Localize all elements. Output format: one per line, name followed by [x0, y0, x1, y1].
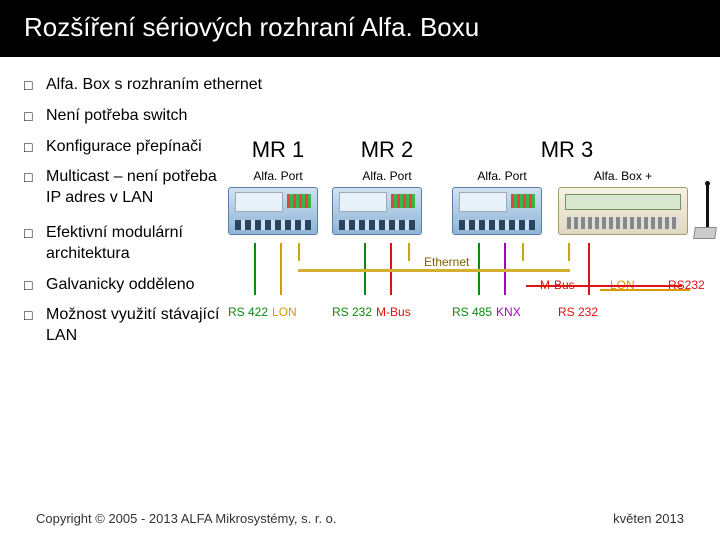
- alfaport-device: [452, 187, 552, 235]
- mr3-label: MR 3: [452, 137, 682, 163]
- proto-label: RS 485: [452, 305, 492, 319]
- bullet-item: Multicast – není potřeba IP adres v LAN: [24, 167, 224, 209]
- alfaport-device: [332, 187, 442, 235]
- device-label: Alfa. Port: [228, 169, 328, 183]
- bullet-list-top: Alfa. Box s rozhraním ethernet Není potř…: [24, 75, 716, 127]
- topology-diagram: MR 1 MR 2 MR 3 Alfa. Port Alfa. Port Alf…: [224, 137, 720, 357]
- device-label: Alfa. Port: [332, 169, 442, 183]
- bus-label-row: M-Bus LON RS232: [228, 277, 720, 295]
- two-column-area: Konfigurace přepínači Multicast – není p…: [24, 137, 716, 357]
- bullet-list-mid: Konfigurace přepínači Multicast – není p…: [24, 137, 224, 209]
- alfaport-icon: [228, 187, 318, 235]
- ethernet-label: Ethernet: [424, 255, 469, 269]
- mbus-line: [526, 285, 682, 287]
- alfaport-device: [228, 187, 328, 235]
- left-column: Konfigurace přepínači Multicast – není p…: [24, 137, 224, 357]
- proto-label: RS 422: [228, 305, 268, 319]
- lon-line: [600, 289, 690, 291]
- mr-header-row: MR 1 MR 2 MR 3: [228, 137, 720, 163]
- proto-label: RS 232: [332, 305, 372, 319]
- proto-label: LON: [272, 305, 297, 319]
- mr1-label: MR 1: [228, 137, 328, 163]
- proto-label: KNX: [496, 305, 521, 319]
- bullet-item: Efektivní modulární architektura: [24, 223, 224, 265]
- alfabox-device: [558, 187, 688, 235]
- proto-label: M-Bus: [376, 305, 411, 319]
- bullet-item: Alfa. Box s rozhraním ethernet: [24, 75, 716, 96]
- mr2-label: MR 2: [332, 137, 442, 163]
- alfaport-icon: [332, 187, 422, 235]
- antenna-icon: [688, 187, 720, 247]
- slide-body: Alfa. Box s rozhraním ethernet Není potř…: [0, 57, 720, 357]
- alfaport-icon: [452, 187, 542, 235]
- device-label-row: Alfa. Port Alfa. Port Alfa. Port Alfa. B…: [228, 169, 720, 183]
- date-text: květen 2013: [613, 511, 684, 526]
- slide-title: Rozšíření sériových rozhraní Alfa. Boxu: [0, 0, 720, 57]
- copyright-text: Copyright © 2005 - 2013 ALFA Mikrosystém…: [36, 511, 337, 526]
- protocol-label-row: RS 422 LON RS 232 M-Bus RS 485 KNX RS 23…: [228, 305, 720, 319]
- alfabox-icon: [558, 187, 688, 235]
- slide-footer: Copyright © 2005 - 2013 ALFA Mikrosystém…: [36, 511, 684, 526]
- bullet-item: Konfigurace přepínači: [24, 137, 224, 158]
- bullet-item: Není potřeba switch: [24, 106, 716, 127]
- device-row: [228, 187, 720, 247]
- ethernet-line: [298, 269, 570, 272]
- slide: Rozšíření sériových rozhraní Alfa. Boxu …: [0, 0, 720, 540]
- device-label: Alfa. Port: [452, 169, 552, 183]
- bullet-item: Galvanicky odděleno: [24, 275, 224, 296]
- device-label: Alfa. Box +: [558, 169, 688, 183]
- bullet-item: Možnost využití stávající LAN: [24, 305, 224, 347]
- proto-label: RS 232: [558, 305, 598, 319]
- bullet-list-left: Efektivní modulární architektura Galvani…: [24, 223, 224, 347]
